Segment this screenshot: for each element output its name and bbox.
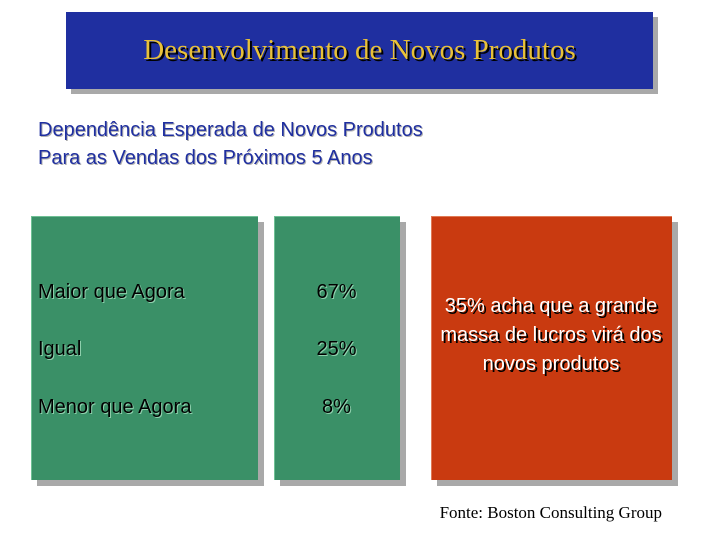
slide-title: Desenvolvimento de Novos Produtos — [143, 34, 576, 66]
row-label-greater: Maior que Agora — [38, 281, 185, 303]
row-label-less: Menor que Agora — [38, 396, 192, 418]
callout-panel — [431, 216, 672, 480]
values-panel — [274, 216, 400, 480]
row-label-equal: Igual — [38, 338, 82, 360]
labels-panel — [31, 216, 258, 480]
row-value-greater: 67% — [316, 281, 357, 303]
source-note: Fonte: Boston Consulting Group — [439, 503, 662, 522]
title-banner: Desenvolvimento de Novos Produtos — [66, 12, 653, 89]
row-value-equal: 25% — [316, 338, 357, 360]
slide-subtitle: Dependência Esperada de Novos Produtos P… — [38, 119, 423, 169]
callout-text: 35% acha que a grande massa de lucros vi… — [440, 295, 662, 375]
row-value-less: 8% — [322, 396, 351, 418]
